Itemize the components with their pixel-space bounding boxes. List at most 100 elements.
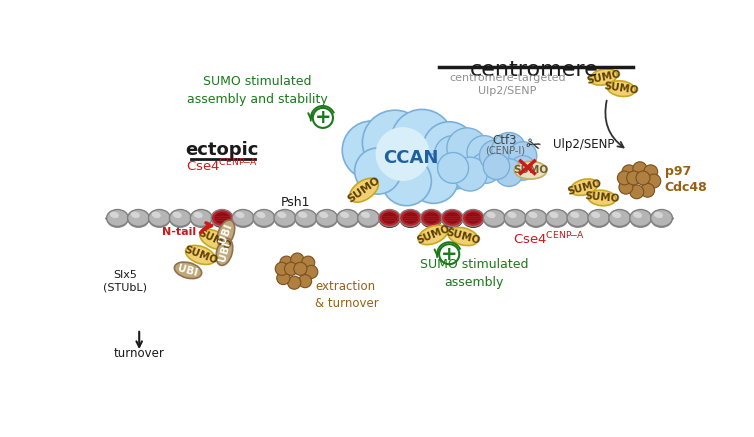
- Ellipse shape: [651, 209, 673, 226]
- Text: ✂: ✂: [522, 135, 542, 156]
- Text: (CENP-I): (CENP-I): [485, 145, 525, 155]
- Ellipse shape: [421, 211, 443, 228]
- Ellipse shape: [174, 262, 201, 279]
- Ellipse shape: [441, 211, 463, 228]
- Ellipse shape: [403, 212, 418, 224]
- Ellipse shape: [400, 211, 421, 228]
- Circle shape: [434, 135, 472, 173]
- Ellipse shape: [295, 211, 317, 228]
- Circle shape: [644, 165, 657, 179]
- Text: SUMO stimulated
assembly: SUMO stimulated assembly: [420, 258, 529, 289]
- Ellipse shape: [200, 229, 229, 250]
- Circle shape: [287, 276, 301, 289]
- Ellipse shape: [567, 211, 589, 228]
- Ellipse shape: [571, 179, 598, 195]
- Ellipse shape: [256, 212, 265, 218]
- Circle shape: [483, 153, 510, 180]
- Ellipse shape: [549, 212, 559, 218]
- Ellipse shape: [651, 211, 673, 228]
- Ellipse shape: [170, 209, 191, 226]
- Ellipse shape: [483, 211, 505, 228]
- Circle shape: [510, 156, 535, 180]
- Circle shape: [470, 153, 501, 184]
- Ellipse shape: [400, 209, 421, 226]
- Circle shape: [434, 142, 480, 189]
- Ellipse shape: [130, 212, 140, 218]
- Ellipse shape: [173, 212, 182, 218]
- Ellipse shape: [382, 212, 397, 224]
- Text: +: +: [441, 245, 458, 264]
- Text: SUMO: SUMO: [513, 165, 548, 175]
- Ellipse shape: [588, 211, 610, 228]
- Circle shape: [284, 262, 298, 275]
- Ellipse shape: [608, 209, 630, 226]
- Text: Cse4$^{\rm CENP\!\!-\!\!A}$: Cse4$^{\rm CENP\!\!-\!\!A}$: [186, 157, 258, 174]
- Ellipse shape: [654, 212, 663, 218]
- Circle shape: [627, 171, 641, 185]
- Ellipse shape: [350, 178, 379, 202]
- Circle shape: [453, 157, 487, 191]
- Circle shape: [509, 142, 537, 170]
- Circle shape: [382, 156, 431, 206]
- Ellipse shape: [529, 212, 538, 218]
- Text: Slx5
(STUbL): Slx5 (STUbL): [103, 270, 147, 292]
- Circle shape: [618, 171, 631, 185]
- Ellipse shape: [232, 211, 254, 228]
- Ellipse shape: [357, 209, 379, 226]
- Ellipse shape: [253, 209, 274, 226]
- Ellipse shape: [591, 212, 600, 218]
- Ellipse shape: [110, 212, 119, 218]
- Circle shape: [647, 174, 661, 188]
- Ellipse shape: [525, 209, 547, 226]
- Ellipse shape: [612, 212, 621, 218]
- Circle shape: [492, 132, 526, 166]
- Ellipse shape: [546, 211, 568, 228]
- Text: SUMO: SUMO: [584, 191, 620, 205]
- Ellipse shape: [462, 211, 484, 228]
- Ellipse shape: [211, 209, 233, 226]
- Circle shape: [291, 253, 304, 266]
- Ellipse shape: [190, 211, 212, 228]
- Ellipse shape: [127, 209, 149, 226]
- Ellipse shape: [337, 211, 358, 228]
- Circle shape: [391, 109, 453, 171]
- Ellipse shape: [608, 81, 635, 97]
- Ellipse shape: [149, 211, 170, 228]
- Ellipse shape: [421, 209, 443, 226]
- Circle shape: [280, 256, 293, 269]
- Circle shape: [467, 135, 501, 170]
- Ellipse shape: [149, 209, 170, 226]
- Ellipse shape: [633, 212, 642, 218]
- Ellipse shape: [316, 211, 338, 228]
- Circle shape: [342, 121, 401, 180]
- Text: UBI: UBI: [177, 263, 199, 278]
- Text: Cse4$^{\rm CENP\!\!-\!\!A}$: Cse4$^{\rm CENP\!\!-\!\!A}$: [513, 230, 584, 247]
- Ellipse shape: [507, 212, 516, 218]
- Ellipse shape: [170, 211, 191, 228]
- Text: SUMO: SUMO: [603, 81, 639, 96]
- Ellipse shape: [190, 209, 212, 226]
- Ellipse shape: [504, 209, 526, 226]
- Ellipse shape: [441, 209, 463, 226]
- Ellipse shape: [194, 212, 203, 218]
- Ellipse shape: [274, 209, 296, 226]
- Ellipse shape: [235, 212, 244, 218]
- Ellipse shape: [319, 212, 328, 218]
- Text: Ctf3: Ctf3: [493, 135, 517, 148]
- Text: SUMO: SUMO: [182, 244, 219, 266]
- Ellipse shape: [274, 211, 296, 228]
- Ellipse shape: [486, 212, 495, 218]
- Circle shape: [437, 153, 468, 184]
- Text: +: +: [314, 108, 331, 128]
- Circle shape: [619, 180, 633, 194]
- Ellipse shape: [514, 161, 547, 179]
- Circle shape: [354, 148, 401, 194]
- Ellipse shape: [570, 212, 579, 218]
- Ellipse shape: [152, 212, 161, 218]
- Ellipse shape: [379, 211, 400, 228]
- Circle shape: [633, 162, 647, 176]
- Ellipse shape: [567, 209, 589, 226]
- Text: SUMO: SUMO: [415, 224, 451, 246]
- Text: Psh1: Psh1: [280, 196, 310, 209]
- Ellipse shape: [462, 209, 484, 226]
